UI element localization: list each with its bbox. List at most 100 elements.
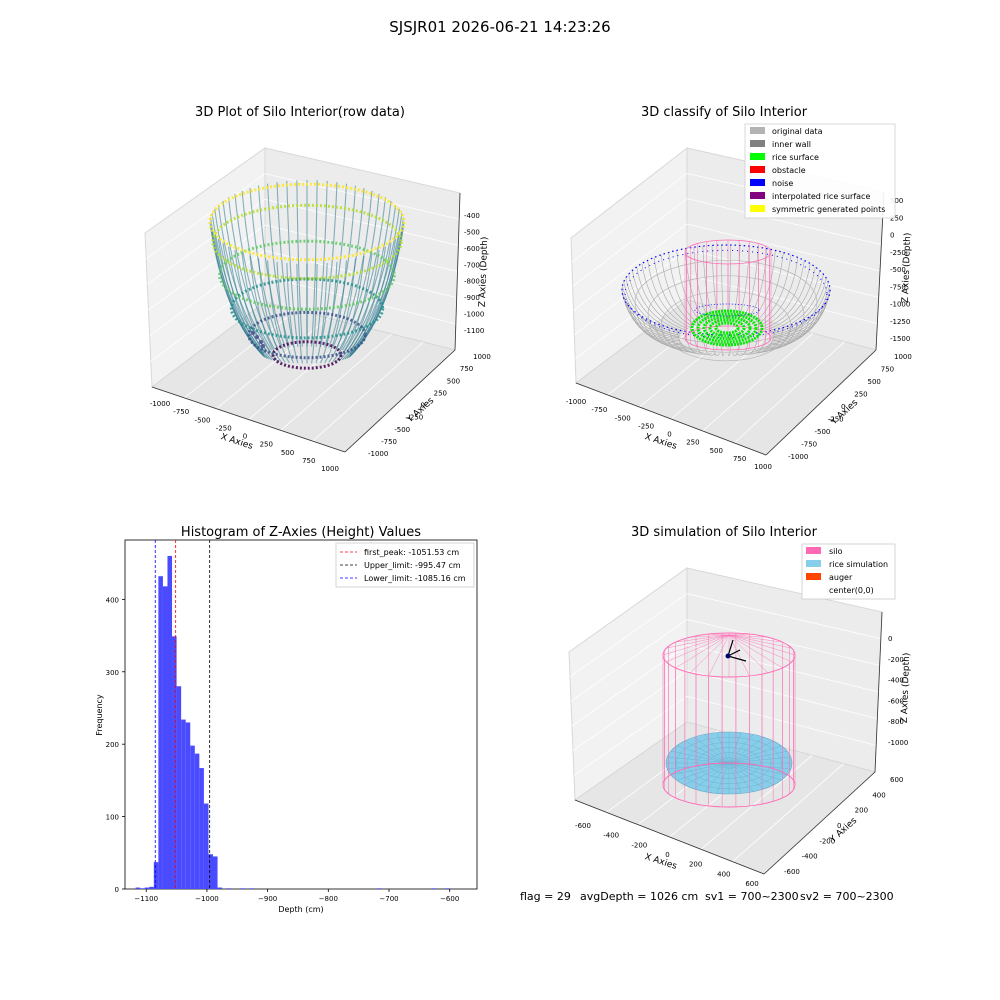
histogram-bar bbox=[153, 862, 159, 889]
histogram-bar bbox=[190, 745, 195, 889]
histogram-bar bbox=[203, 803, 209, 889]
z-tick-label: -1000 bbox=[464, 311, 484, 319]
y-tick-label: 100 bbox=[106, 814, 119, 822]
silo-roof-line bbox=[728, 634, 792, 663]
z-tick-label: -1000 bbox=[890, 301, 910, 309]
data-point bbox=[261, 344, 265, 348]
histogram-bar bbox=[149, 886, 154, 889]
wall-line bbox=[653, 257, 694, 327]
panel-classify-3d: 3D classify of Silo Interior -1000 -750 -5… bbox=[566, 105, 913, 471]
data-point bbox=[259, 340, 263, 344]
wall-line bbox=[628, 274, 683, 333]
wall-line bbox=[621, 289, 680, 339]
data-point bbox=[255, 335, 259, 339]
legend-label: Lower_limit: -1085.16 cm bbox=[364, 574, 466, 583]
x-tick-label: -400 bbox=[603, 832, 619, 840]
z-tick-label: -250 bbox=[890, 249, 906, 257]
y-tick-label: -1000 bbox=[368, 450, 388, 458]
rice-surface-ring bbox=[708, 318, 746, 338]
wall-line bbox=[628, 305, 683, 344]
grid-line bbox=[670, 324, 782, 420]
grid-line bbox=[145, 173, 266, 259]
x-tick-label: -200 bbox=[631, 841, 647, 849]
y-tick-label: -750 bbox=[381, 438, 397, 446]
z-tick-label: -900 bbox=[464, 294, 480, 302]
surface-line bbox=[350, 217, 405, 355]
y-tick-label: 250 bbox=[434, 389, 447, 397]
wall-line bbox=[668, 252, 701, 326]
surface-line bbox=[315, 180, 328, 347]
z-tick-label: -1000 bbox=[888, 739, 908, 747]
wall-line bbox=[632, 270, 684, 332]
grid-line bbox=[573, 696, 688, 776]
wall-line bbox=[758, 322, 799, 351]
silo-roof-line bbox=[666, 634, 730, 649]
wall-line bbox=[660, 254, 697, 326]
silo-roof-line bbox=[690, 634, 730, 673]
panel-simulation-title: 3D simulation of Silo Interior bbox=[631, 525, 818, 540]
x-tick-label: -250 bbox=[638, 422, 654, 430]
x-axis-label: X Axies bbox=[219, 432, 254, 452]
grid-line bbox=[702, 333, 814, 432]
x-axis-label: X Axies bbox=[643, 852, 678, 872]
z-tick-label: -500 bbox=[890, 266, 906, 274]
z-tick-label: -800 bbox=[888, 718, 904, 726]
silo-roof-line bbox=[728, 634, 796, 656]
y-tick-label: 1000 bbox=[473, 353, 491, 361]
x-tick-labels: -1000-750 -500 -250 0 250 500 750 1000 bbox=[150, 400, 339, 473]
x-tick-label: 0 bbox=[667, 431, 671, 439]
histogram-bar bbox=[135, 887, 141, 889]
wall-line bbox=[684, 248, 708, 324]
wall-line bbox=[647, 260, 691, 328]
wall-line bbox=[727, 245, 731, 323]
legend-swatch bbox=[806, 547, 821, 554]
grid-line bbox=[686, 248, 879, 298]
legend-label: obstacle bbox=[772, 166, 806, 175]
wall-line bbox=[751, 252, 784, 326]
histogram-bar bbox=[144, 887, 150, 889]
z-tick-label: 500 bbox=[890, 197, 903, 205]
x-tick-label: 500 bbox=[281, 449, 294, 457]
x-tick-label: 1000 bbox=[321, 465, 339, 473]
wall-line bbox=[693, 332, 712, 355]
z-tick-label: -200 bbox=[888, 656, 904, 664]
x-tick-label: -1000 bbox=[566, 398, 586, 406]
z-tick-label: 0 bbox=[890, 232, 894, 240]
legend-label: center(0,0) bbox=[829, 586, 874, 595]
z-tick-label: -1100 bbox=[464, 327, 484, 335]
rice-surface-ring bbox=[696, 312, 758, 344]
wall-line bbox=[758, 257, 799, 327]
y-tick-label: -750 bbox=[801, 441, 817, 449]
wall-line bbox=[771, 281, 829, 336]
surface-line bbox=[341, 197, 387, 351]
histogram-bar bbox=[167, 555, 173, 889]
legend: first_peak: -1051.53 cm Upper_limit: -995… bbox=[335, 542, 475, 588]
center-axis bbox=[727, 639, 734, 657]
silo-roof-line bbox=[666, 634, 730, 663]
legend-swatch bbox=[750, 192, 765, 199]
legend-swatch bbox=[750, 166, 765, 173]
silo-roof-line bbox=[728, 634, 768, 673]
legend-label: interpolated rice surface bbox=[772, 192, 870, 201]
footer-sv2: sv2 = 700~2300 bbox=[800, 890, 894, 903]
silo-roof-line bbox=[728, 634, 783, 669]
y-tick-label: 0 bbox=[115, 886, 119, 894]
wall-line bbox=[676, 250, 705, 325]
x-tick-label: 250 bbox=[686, 439, 699, 447]
footer-status: flag = 29 avgDepth = 1026 cm sv1 = 700~2… bbox=[520, 890, 894, 903]
wall-ring bbox=[647, 275, 805, 353]
legend-swatch bbox=[750, 127, 765, 134]
histogram-bar bbox=[140, 888, 145, 889]
wall-line bbox=[641, 263, 689, 330]
rice-surface-ring bbox=[702, 315, 752, 341]
y-axis-label: Y Axies bbox=[827, 816, 859, 846]
x-tick-label: -600 bbox=[575, 822, 591, 830]
grid-line bbox=[148, 224, 266, 311]
x-tick-label: -500 bbox=[615, 414, 631, 422]
y-ticks: 0 100 200 300 400 bbox=[106, 596, 125, 894]
z-axis-label: Z Axies (Depth) bbox=[900, 653, 912, 724]
surface-line bbox=[286, 180, 299, 347]
legend-swatch bbox=[806, 560, 821, 567]
x-tick-label: −800 bbox=[319, 895, 338, 903]
